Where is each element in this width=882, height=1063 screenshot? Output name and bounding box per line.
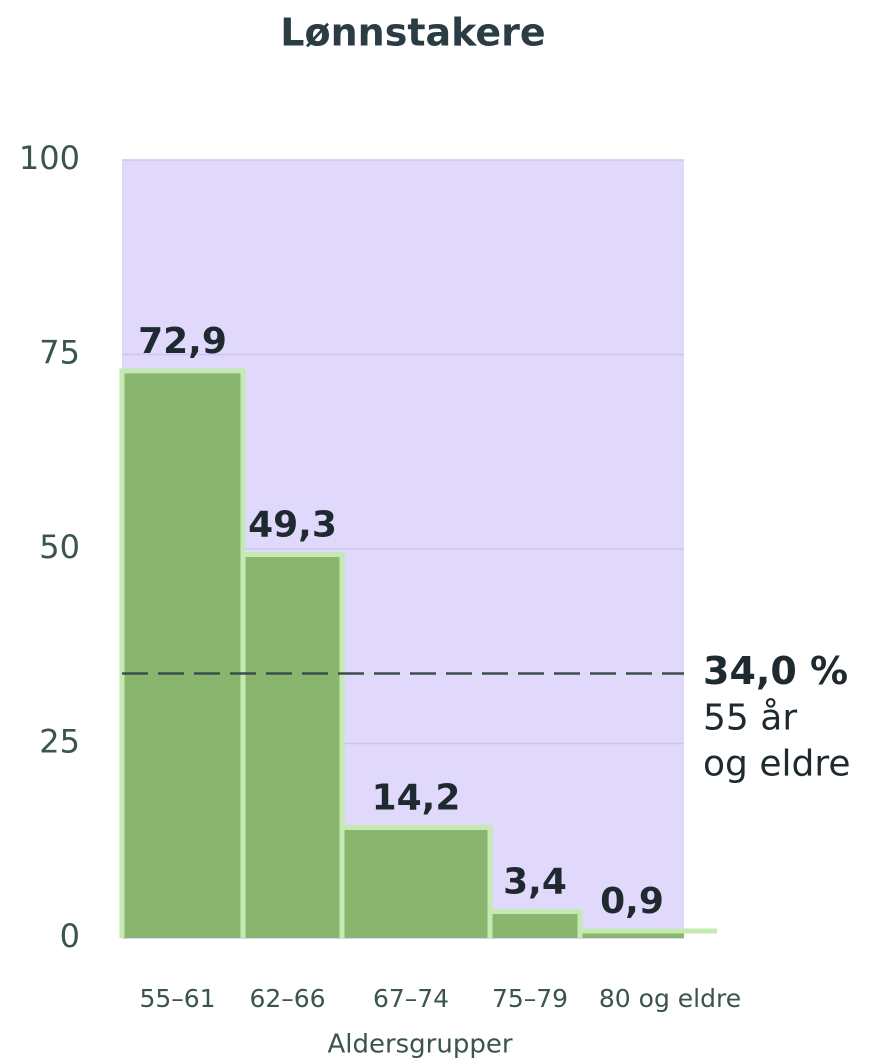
bar-outline [339, 825, 493, 938]
bar-outline [240, 551, 345, 938]
y-tick-label: 100 [19, 139, 80, 177]
value-label: 0,9 [600, 881, 664, 922]
y-tick-label: 0 [60, 917, 80, 955]
x-tick-label: 55–61 [139, 984, 215, 1013]
x-tick-label: 67–74 [373, 984, 449, 1013]
x-tick-label: 75–79 [492, 984, 568, 1013]
chart-title: Lønnstakere [280, 11, 545, 55]
x-tick-label: 80 og eldre [599, 984, 741, 1013]
value-label: 14,2 [372, 778, 461, 819]
bar [342, 827, 490, 938]
y-tick-label: 25 [39, 723, 80, 761]
x-tick-label: 62–66 [249, 984, 325, 1013]
bar [122, 370, 243, 938]
x-axis-label: Aldersgrupper [327, 1030, 512, 1060]
reference-text: og eldre [703, 743, 850, 784]
value-label: 72,9 [138, 321, 227, 362]
y-tick-label: 50 [39, 528, 80, 566]
bar [243, 554, 342, 938]
value-label: 3,4 [503, 862, 567, 903]
value-label: 49,3 [248, 504, 337, 545]
bar [490, 911, 580, 938]
bar [580, 930, 684, 938]
reference-label: 34,0 % [703, 649, 848, 693]
y-tick-label: 75 [39, 334, 80, 372]
bar-outline [577, 928, 717, 938]
bar-outline [487, 909, 583, 938]
reference-text: 55 år [703, 697, 797, 738]
